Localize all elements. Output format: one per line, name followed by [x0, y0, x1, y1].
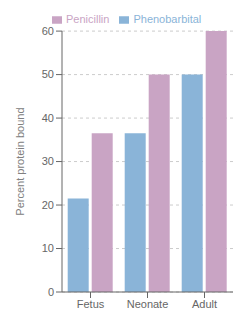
svg-text:50: 50 — [42, 68, 54, 80]
svg-text:30: 30 — [42, 155, 54, 167]
svg-text:Adult: Adult — [192, 298, 217, 310]
html-text:Penicillin: Penicillin — [66, 13, 110, 25]
svg-text:40: 40 — [42, 112, 54, 124]
html-text:Phenobarbital: Phenobarbital — [133, 13, 202, 25]
svg-text:60: 60 — [42, 25, 54, 37]
svg-text:10: 10 — [42, 242, 54, 254]
svg-text:Percent protein bound: Percent protein bound — [14, 107, 26, 215]
svg-text:20: 20 — [42, 199, 54, 211]
svg-text:0: 0 — [48, 286, 54, 298]
svg-text:Neonate: Neonate — [127, 298, 169, 310]
svg-text:Fetus: Fetus — [77, 298, 105, 310]
